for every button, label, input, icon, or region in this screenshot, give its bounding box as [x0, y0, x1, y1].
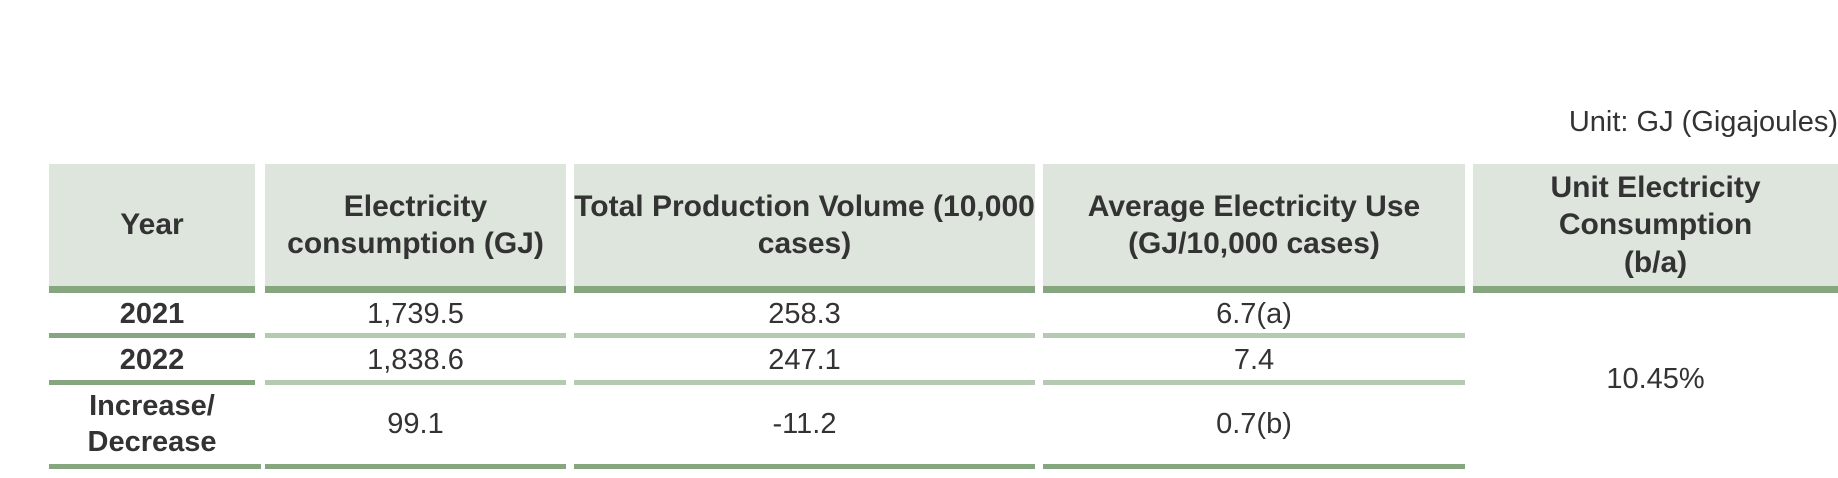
- row-rule: [265, 333, 566, 338]
- row-rule: [574, 380, 1035, 385]
- row-rule: [1043, 333, 1465, 338]
- unit-note: Unit: GJ (Gigajoules): [1568, 106, 1838, 138]
- row-label: 2022: [119, 343, 185, 376]
- table-cell: 258.3: [768, 297, 841, 330]
- header-cell: Year: [49, 164, 255, 293]
- header-cell: Unit Electricity Consumption (b/a): [1473, 164, 1838, 293]
- table-cell: 1,838.6: [367, 343, 464, 376]
- row-rule: [49, 333, 255, 338]
- row-label: 2021: [119, 297, 185, 330]
- row-rule: [49, 464, 261, 469]
- row-rule: [574, 464, 1035, 469]
- table-cell: 0.7(b): [1216, 407, 1292, 440]
- table-cell: 6.7(a): [1216, 297, 1292, 330]
- row-rule: [265, 464, 566, 469]
- row-rule: [265, 380, 566, 385]
- table-cell: 247.1: [768, 343, 841, 376]
- table-cell: 99.1: [387, 407, 444, 440]
- table-cell: -11.2: [772, 407, 837, 440]
- row-label: Increase/ Decrease: [87, 389, 217, 458]
- header-cell: Electricity consumption (GJ): [265, 164, 566, 293]
- row-rule: [49, 380, 255, 385]
- merged-cell: 10.45%: [1606, 363, 1705, 396]
- table-cell: 7.4: [1233, 343, 1275, 376]
- row-rule: [1043, 464, 1465, 469]
- header-cell: Average Electricity Use (GJ/10,000 cases…: [1043, 164, 1465, 293]
- row-rule: [574, 333, 1035, 338]
- row-rule: [1043, 380, 1465, 385]
- header-cell: Total Production Volume (10,000 cases): [574, 164, 1035, 293]
- table-cell: 1,739.5: [367, 297, 464, 330]
